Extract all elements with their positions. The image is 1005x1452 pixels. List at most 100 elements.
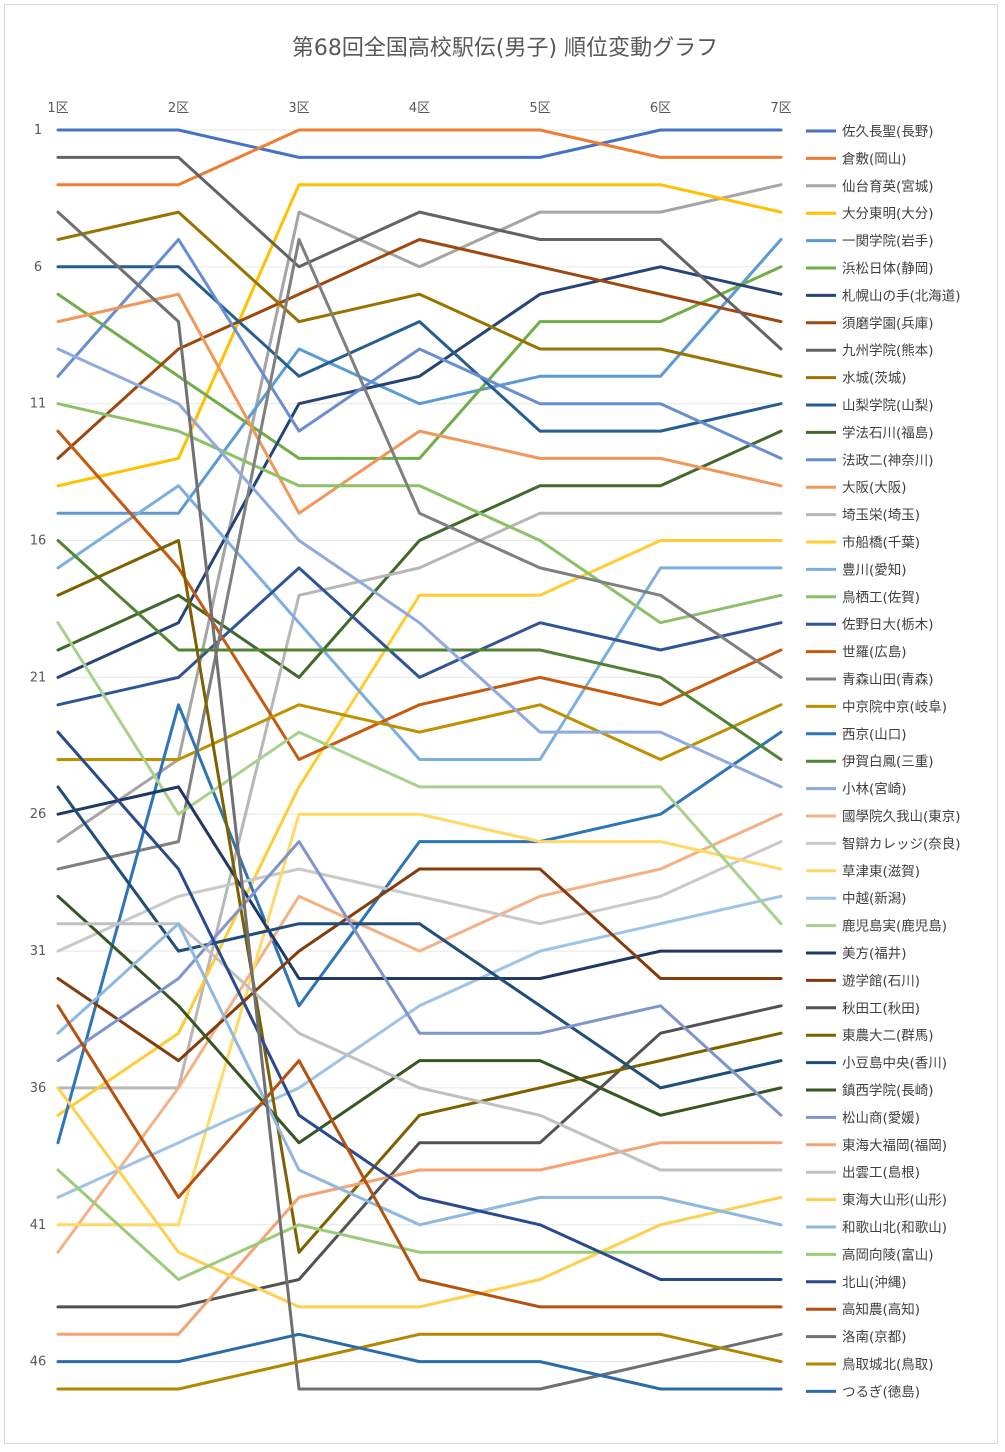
legend-label: 遊学館(石川) — [842, 973, 920, 989]
legend-item: 大阪(大阪) — [806, 480, 907, 496]
legend-label: 小林(宮崎) — [842, 782, 907, 798]
series-line — [56, 812, 783, 1254]
legend-label: 和歌山北(和歌山) — [842, 1220, 947, 1236]
legend-item: 中京院中京(岐阜) — [806, 698, 947, 715]
legend-item: 東海大山形(山形) — [806, 1193, 947, 1209]
y-tick-label: 26 — [30, 807, 47, 822]
legend-item: 水城(茨城) — [806, 371, 907, 387]
legend-label: 学法石川(福島) — [842, 425, 934, 441]
legend-label: 鳥栖工(佐賀) — [842, 590, 920, 606]
series-line — [56, 484, 783, 761]
chart-title: 第68回全国高校駅伝(男子) 順位変動グラフ — [292, 36, 718, 61]
series-line — [56, 1004, 783, 1309]
series-line — [56, 265, 783, 460]
legend-item: 世羅(広島) — [806, 645, 907, 661]
series-line — [56, 840, 783, 953]
legend-label: 仙台育英(宮城) — [842, 178, 934, 195]
legend-item: 高知農(高知) — [806, 1301, 920, 1318]
legend-label: 市船橋(千葉) — [842, 534, 920, 551]
legend-item: 市船橋(千葉) — [806, 534, 920, 551]
series-line — [56, 539, 783, 761]
legend-item: 須磨学園(兵庫) — [806, 316, 934, 332]
legend-label: 鳥取城北(鳥取) — [842, 1357, 934, 1373]
series-line — [56, 347, 783, 789]
legend-label: 洛南(京都) — [842, 1330, 907, 1346]
y-tick-label: 41 — [30, 1218, 47, 1233]
legend-label: 東農大二(群馬) — [842, 1028, 934, 1044]
legend-label: 浜松日体(静岡) — [842, 261, 934, 277]
legend-item: 美方(福井) — [806, 946, 907, 962]
legend-label: 東海大山形(山形) — [842, 1193, 947, 1209]
legend-label: 東海大福岡(福岡) — [842, 1138, 947, 1154]
x-tick-label: 7区 — [770, 101, 791, 116]
y-tick-label: 16 — [30, 534, 47, 549]
y-tick-label: 6 — [34, 260, 42, 275]
y-tick-label: 11 — [30, 397, 47, 412]
legend: 佐久長聖(長野) 倉敷(岡山) 仙台育英(宮城) 大分東明(大分) 一関学院(岩手) 浜松… — [806, 124, 961, 1400]
series-lines — [56, 128, 783, 1391]
legend-label: 秋田工(秋田) — [842, 1001, 920, 1017]
series-line — [56, 1168, 783, 1281]
legend-item: 伊賀白鳳(三重) — [806, 754, 934, 770]
series-line — [56, 703, 783, 761]
legend-label: 出雲工(島根) — [842, 1165, 920, 1181]
legend-label: 國學院久我山(東京) — [842, 809, 961, 825]
series-line — [56, 210, 783, 378]
legend-label: 北山(沖縄) — [842, 1275, 907, 1291]
y-tick-label: 46 — [30, 1355, 47, 1370]
legend-item: 鎮西学院(長崎) — [806, 1083, 934, 1099]
legend-label: 須磨学園(兵庫) — [842, 316, 934, 332]
legend-item: 智辯カレッジ(奈良) — [806, 836, 961, 852]
series-line — [56, 238, 783, 460]
legend-label: 鹿児島実(鹿児島) — [842, 918, 947, 935]
series-line — [56, 128, 783, 187]
legend-item: 和歌山北(和歌山) — [806, 1220, 947, 1236]
legend-label: 高岡向陵(富山) — [842, 1246, 934, 1263]
legend-label: 水城(茨城) — [842, 371, 907, 387]
legend-item: 東海大福岡(福岡) — [806, 1138, 947, 1154]
series-line — [56, 621, 783, 926]
legend-item: 鳥栖工(佐賀) — [806, 590, 920, 606]
chart-frame — [4, 4, 998, 1444]
legend-item: 札幌山の手(北海道) — [806, 288, 961, 304]
legend-label: 鎮西学院(長崎) — [842, 1083, 934, 1099]
legend-item: 東農大二(群馬) — [806, 1028, 934, 1044]
legend-label: 高知農(高知) — [842, 1301, 920, 1318]
series-line — [56, 155, 783, 351]
legend-item: 学法石川(福島) — [806, 425, 934, 441]
x-axis-ticks: 1区 2区 3区 4区 5区 6区 7区 — [47, 101, 791, 116]
legend-item: 法政二(神奈川) — [806, 453, 934, 469]
series-line — [56, 292, 783, 515]
legend-label: 智辯カレッジ(奈良) — [842, 836, 961, 852]
legend-item: 小豆島中央(香川) — [806, 1056, 947, 1072]
y-tick-label: 1 — [34, 123, 42, 138]
x-tick-label: 6区 — [650, 101, 671, 116]
series-line — [56, 1332, 783, 1391]
legend-label: 大阪(大阪) — [842, 480, 907, 496]
x-tick-label: 5区 — [529, 101, 550, 116]
legend-item: 豊川(愛知) — [806, 561, 907, 578]
legend-item: 九州学院(熊本) — [806, 343, 934, 359]
series-line — [56, 238, 783, 460]
series-line — [56, 265, 783, 433]
series-line — [56, 429, 783, 679]
legend-item: つるぎ(徳島) — [806, 1384, 920, 1400]
legend-item: 遊学館(石川) — [806, 973, 920, 989]
series-line — [56, 1332, 783, 1391]
legend-item: 佐野日大(栃木) — [806, 617, 934, 633]
series-line — [56, 922, 783, 1227]
series-line — [56, 429, 783, 761]
y-tick-label: 31 — [30, 944, 47, 959]
legend-item: 小林(宮崎) — [806, 782, 907, 798]
legend-item: 青森山田(青森) — [806, 672, 934, 688]
x-tick-label: 4区 — [409, 101, 430, 116]
series-line — [56, 128, 783, 159]
legend-label: 小豆島中央(香川) — [842, 1056, 947, 1072]
series-line — [56, 265, 783, 679]
legend-label: 草津東(滋賀) — [842, 864, 920, 880]
series-line — [56, 812, 783, 1227]
legend-label: 佐野日大(栃木) — [842, 617, 934, 633]
legend-item: 高岡向陵(富山) — [806, 1246, 934, 1263]
legend-item: 倉敷(岡山) — [806, 151, 907, 167]
legend-item: 草津東(滋賀) — [806, 864, 920, 880]
